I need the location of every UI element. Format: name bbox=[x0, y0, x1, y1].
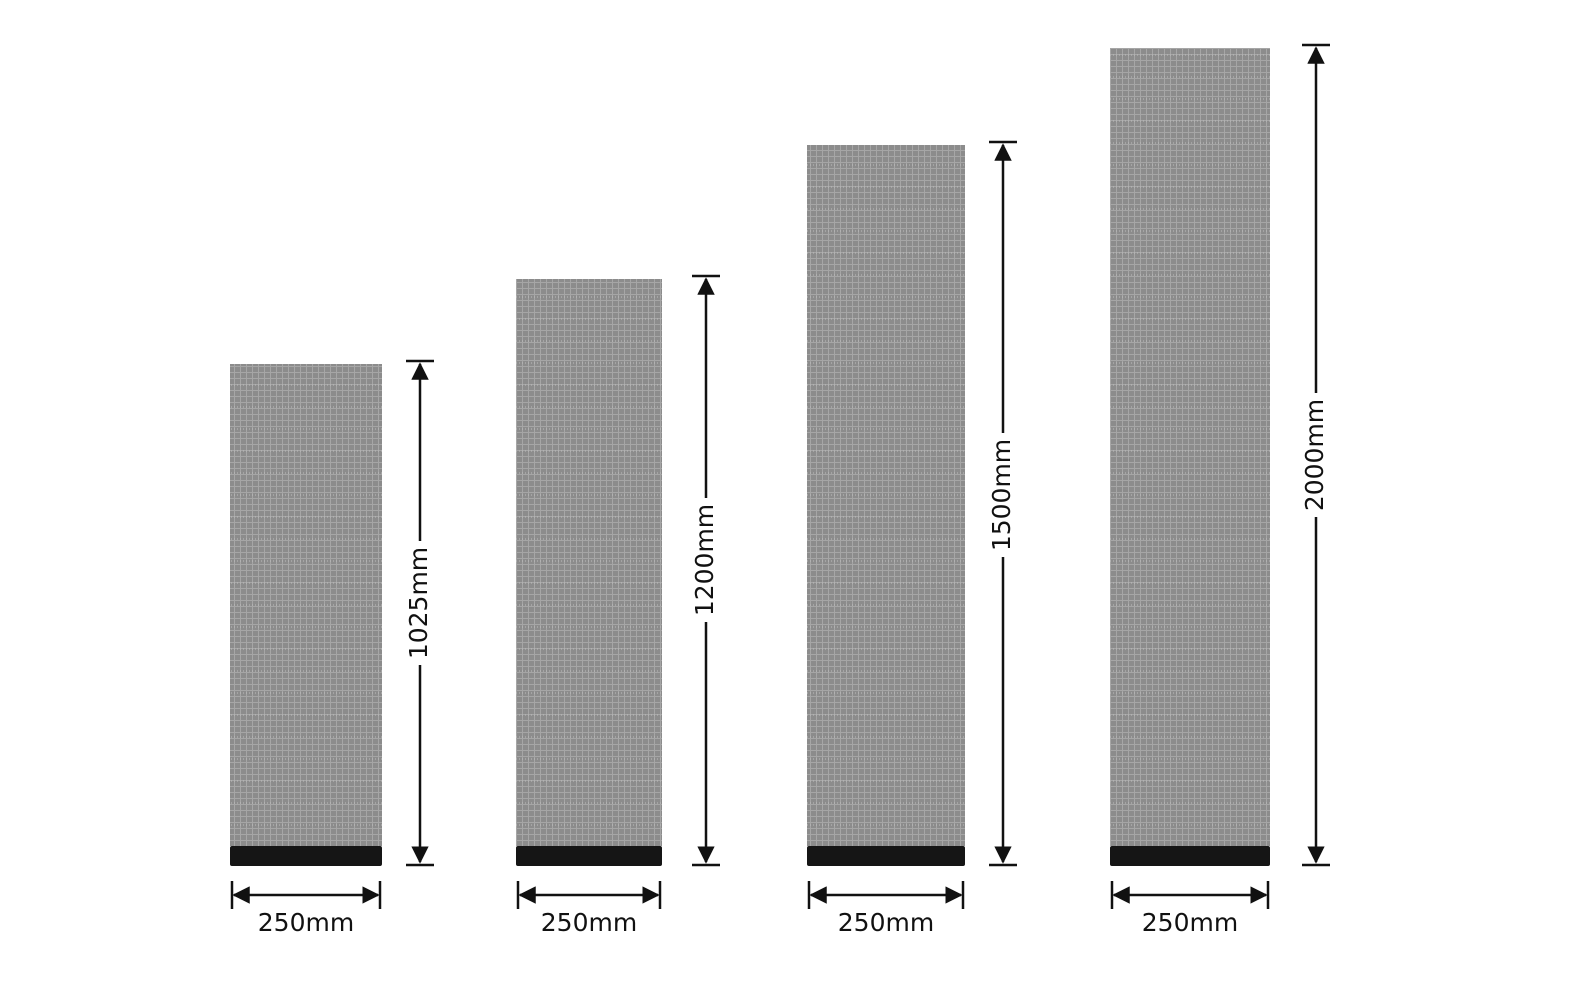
panel-base bbox=[1110, 846, 1270, 866]
panel-base bbox=[516, 846, 662, 866]
label-gap bbox=[404, 541, 436, 665]
panels: 1025mm 250mm 1200mm 250mm 1500mm 250mm 2000mm 2… bbox=[230, 43, 1332, 937]
label-gap bbox=[987, 433, 1019, 557]
width-label: 250mm bbox=[1142, 908, 1238, 937]
width-label: 250mm bbox=[541, 908, 637, 937]
panel-texture bbox=[807, 145, 965, 846]
panel-base bbox=[230, 846, 382, 866]
width-label: 250mm bbox=[258, 908, 354, 937]
height-label: 1500mm bbox=[987, 439, 1016, 551]
panel-base bbox=[807, 846, 965, 866]
height-label: 1200mm bbox=[690, 504, 719, 616]
panel-texture bbox=[516, 279, 662, 846]
panel-texture bbox=[230, 364, 382, 846]
panel-texture bbox=[1110, 48, 1270, 846]
height-label: 2000mm bbox=[1300, 399, 1329, 511]
label-gap bbox=[1300, 393, 1332, 517]
label-gap bbox=[690, 498, 722, 622]
height-label: 1025mm bbox=[404, 547, 433, 659]
width-label: 250mm bbox=[838, 908, 934, 937]
